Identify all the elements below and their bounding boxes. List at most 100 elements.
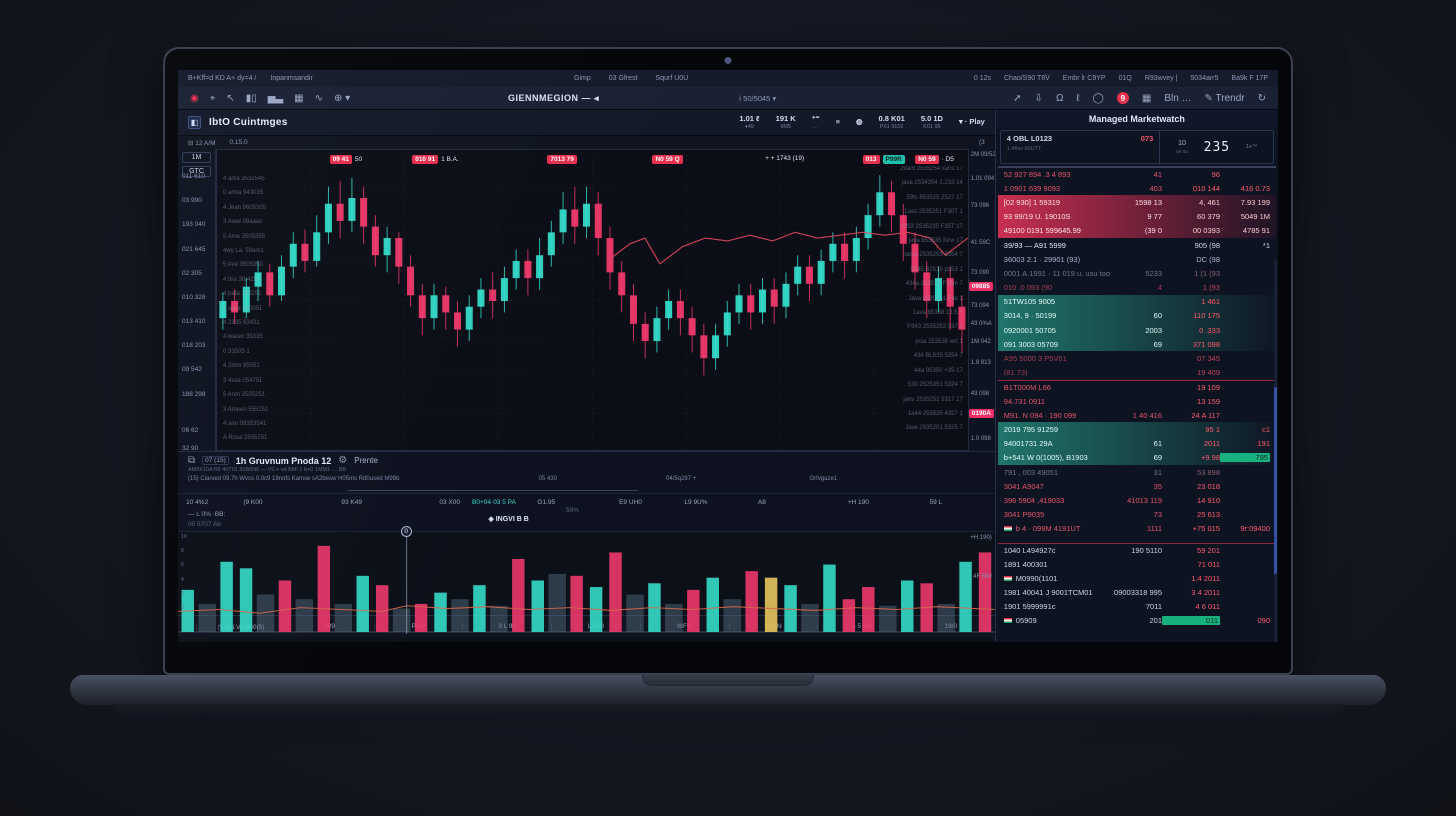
watch-row[interactable]: 36003 2.1 · 29901 (93) DC (98	[998, 252, 1276, 266]
circle-icon[interactable]: ◯	[1092, 92, 1104, 104]
menubar-item[interactable]: 03 Gfrest	[608, 75, 638, 82]
watch-row[interactable]: 94.731 0911 13 159	[998, 394, 1276, 408]
wave-icon[interactable]: ∿	[314, 92, 324, 104]
watch-row[interactable]: 010 .0 093 (90 4 1 (93	[998, 281, 1276, 295]
chart-badge[interactable]: N0 59 · D5	[915, 155, 954, 164]
header-stat[interactable]: ⁺⁼…	[812, 115, 820, 130]
chart-badge[interactable]: 013 P99R	[862, 155, 905, 164]
watch-row[interactable]: B1T000M L66 19 109	[997, 379, 1276, 394]
timeframe-box[interactable]: 1M	[182, 152, 211, 163]
layers-icon[interactable]: ⧉	[188, 455, 196, 466]
chart-badge[interactable]: + + 1743 (19)	[765, 155, 804, 162]
watch-row[interactable]: (81 73) 19 409	[998, 366, 1276, 380]
watch-row[interactable]: 51TW105 9005 1 461	[997, 294, 1276, 309]
cursor-icon[interactable]: ↖	[226, 92, 235, 104]
watch-row[interactable]: 3041 P9035 73 25 613	[998, 508, 1276, 522]
indicator-title[interactable]: 1h Gruvnum Pnoda 12	[235, 455, 332, 466]
watch-row[interactable]: A95 5000 3 P5V01 07 345	[998, 351, 1276, 365]
watch-row[interactable]: 05909 201 011 090	[998, 614, 1276, 628]
watch-row[interactable]: 2019 795 91259 95 1 c1	[997, 422, 1276, 437]
send-icon[interactable]: ➚	[1013, 92, 1022, 104]
chart-badge[interactable]: 010 91 1 B.A.	[412, 155, 459, 164]
header-stat[interactable]: 0.8 K01 P01 9102	[879, 115, 905, 130]
watch-row[interactable]: 93 99/19 U. 19010S 9 77 60 379 5049 1M	[997, 209, 1276, 224]
download-icon[interactable]: ⇩	[1034, 92, 1043, 104]
toolbar-symbol[interactable]: GIENNMEGION — ◂	[508, 92, 600, 103]
menubar-item[interactable]: Gimp	[574, 75, 591, 82]
grid-icon[interactable]: ▦	[1141, 92, 1152, 104]
annotation: 4 Ilss 30/4251	[223, 276, 261, 283]
candlestick-chart[interactable]: 4 ama 3532545 0 anna 943035 4 Jean 9605305…	[216, 149, 969, 451]
watch-row[interactable]: [02 930] 1 59319 1598 13 4, 461 7.93 199	[997, 195, 1276, 210]
logo-icon[interactable]: ◉	[190, 92, 199, 104]
watch-row[interactable]: M0990(1101 1.4 2011	[998, 571, 1276, 585]
watch-row[interactable]: 0001 A.1991 · 11 019 u. usu too 5233 1 (1 …	[998, 266, 1276, 280]
watch-row[interactable]: 791 , 003 49051 31 53 898	[998, 465, 1276, 479]
chart-badge[interactable]: N0 59 Q	[652, 155, 683, 164]
crosshair-icon[interactable]: ⌖	[209, 92, 216, 104]
crosshair-knob[interactable]: 0	[400, 526, 412, 537]
watch-row[interactable]: 3041 A9047 35 23 018	[998, 479, 1276, 493]
header-stat[interactable]: 191 K 9M5	[776, 115, 796, 130]
refresh-icon[interactable]: ↻	[1257, 92, 1266, 104]
watch-row[interactable]: M91. N 094 · 190 099 1 40 416 24 A 117	[998, 408, 1276, 422]
scrollbar-thumb[interactable]	[1274, 387, 1277, 574]
menubar-status-item[interactable]: 01Q	[1118, 75, 1132, 82]
watch-symbol: 49100 0191 599645.99	[1003, 226, 1081, 236]
watch-price: 00 0393	[1192, 226, 1220, 236]
menubar-item[interactable]: Squrf U0U	[655, 75, 689, 82]
menubar-status-item[interactable]: Embr lr C9YP	[1062, 75, 1106, 82]
watch-row[interactable]: 1981 40041 J 9001TCM01 09003318 995 3 4 20…	[998, 585, 1276, 599]
menubar-item[interactable]: Inpanmsandir	[270, 75, 313, 82]
watch-price: 3 4 2011	[1191, 588, 1220, 598]
watch-row[interactable]: 396 5904 ,419033 41013 119 14 910	[998, 493, 1276, 507]
menubar-status-item[interactable]: 0 12s	[973, 75, 991, 82]
chart-badge[interactable]: 7013 79	[547, 155, 577, 164]
header-stat[interactable]: ◍	[856, 118, 863, 127]
gear-icon[interactable]: ⚙	[338, 455, 348, 466]
watch-symbol: M0990(1101	[1015, 573, 1058, 583]
watch-row[interactable]: 1040 L494927c 190 5110 59 201	[997, 542, 1276, 557]
bank-icon[interactable]: ▦	[294, 92, 304, 104]
watch-row[interactable]: 1901 5999991c 7011 4 6 011	[998, 600, 1276, 614]
watch-row[interactable]: 39/93 — A91 5999 905 (98 *1	[998, 238, 1276, 252]
trend-label[interactable]: ✎ Trendr	[1204, 92, 1245, 104]
watch-row[interactable]: 0920001 50705 2003 0 .333	[997, 323, 1276, 338]
price-label: 73 096	[970, 203, 990, 210]
scrollbar[interactable]	[1274, 260, 1277, 642]
chart-badge[interactable]: 09 41 50	[329, 155, 362, 164]
menubar-status-item[interactable]: R93wvey |	[1144, 75, 1178, 82]
watch-row[interactable]: 52 927 894 .3 4 893 41 96	[997, 167, 1276, 181]
menubar-status-item[interactable]: Ba9k F 17P	[1231, 75, 1268, 82]
watch-row[interactable]: 3014, 9 · 50199 60 110 175	[997, 308, 1276, 324]
watch-row[interactable]: 1891 400301 71 011	[998, 557, 1276, 571]
watch-row[interactable]: 49100 0191 599645.99 (39 0 00 0393 4785 91	[997, 223, 1276, 238]
header-stat[interactable]: ▾ · Play	[959, 118, 985, 127]
watch-price: 0 .333	[1199, 325, 1220, 335]
flag-icon	[1003, 618, 1012, 624]
bar-chart-icon[interactable]: ▅▃	[267, 92, 284, 104]
menubar-item[interactable]: B+Kff=d KD A+ dy=4 /	[188, 75, 257, 82]
alert-badge-icon[interactable]: 9	[1116, 92, 1129, 104]
header-stat[interactable]: 1.01 ℓ ♦49	[739, 115, 759, 130]
timeframe-label[interactable]: ⊟ 12 A/M	[188, 139, 216, 147]
volume-chart[interactable]: 10 8 6 4 2 0 +H 190) 4F 590	[178, 531, 995, 635]
zoom-icon[interactable]: ⊕ ▾	[334, 92, 351, 104]
menubar-status-item[interactable]: Chao/S90 T8V	[1004, 75, 1050, 82]
candlestick-icon[interactable]: ▮▯	[245, 92, 257, 104]
watch-row[interactable]: b 4 · 099M 4191UT 1111 +75 015 9r:09400	[998, 522, 1276, 536]
history-icon[interactable]: Ω	[1055, 92, 1064, 104]
watch-row[interactable]: 091 3003 05709 69 371 098	[997, 337, 1276, 352]
menubar-status-item[interactable]: 5034arr5	[1190, 75, 1219, 82]
header-stat[interactable]: ≡	[836, 118, 840, 127]
watch-row[interactable]: 1 0901 639 9093 403 010 144 416 0.73	[998, 181, 1276, 195]
order-type-box[interactable]: GTC	[182, 166, 211, 177]
layers-label[interactable]: Bln …	[1164, 92, 1192, 104]
toolbar-timeframe[interactable]: ⅰ 50/5045 ▾	[739, 93, 777, 103]
watch-row[interactable]: b+541 W 0(1005), B1903 69 +9 98 795	[997, 450, 1276, 465]
edit-icon[interactable]: ℓ	[1076, 92, 1080, 104]
header-stat[interactable]: 5.0 1D K01 95	[921, 115, 943, 130]
watch-qty: 4	[1157, 283, 1162, 293]
watch-row[interactable]: 94001731 29A 61 2011 191	[997, 436, 1276, 451]
